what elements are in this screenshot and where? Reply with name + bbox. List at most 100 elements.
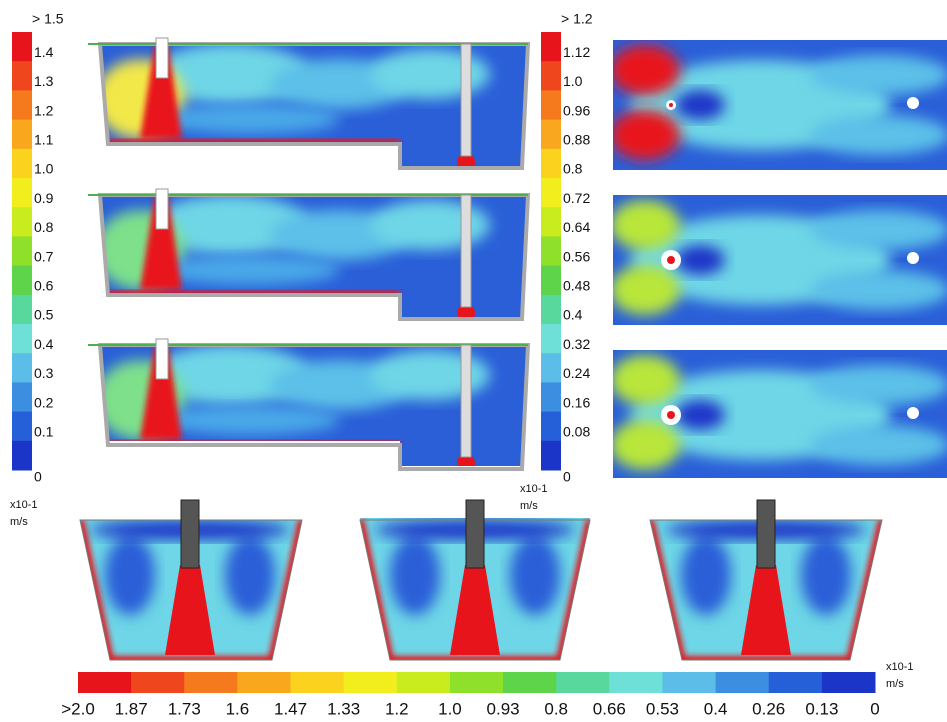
- color-swatch: [556, 672, 610, 693]
- stopper-top: [907, 97, 919, 109]
- colorbar-label: 0.64: [563, 219, 590, 235]
- contour-region: [675, 245, 725, 275]
- colorbar-label: 0: [870, 699, 879, 718]
- top-view-panel: [610, 350, 947, 480]
- color-swatch: [12, 149, 32, 179]
- colorbar-label: 0.93: [487, 699, 520, 718]
- color-swatch: [541, 207, 561, 237]
- color-swatch: [12, 266, 32, 296]
- color-swatch: [541, 382, 561, 412]
- contour-region: [810, 425, 947, 465]
- contour-region: [801, 535, 851, 615]
- top-view-panel: [610, 195, 947, 325]
- color-swatch: [822, 672, 876, 693]
- stopper: [461, 345, 471, 457]
- color-swatch: [503, 672, 557, 693]
- colorbar-label: 1.12: [563, 44, 590, 60]
- stopper: [461, 44, 471, 156]
- colorbar-label: 0.6: [34, 278, 54, 294]
- unit-label: m/s: [520, 500, 538, 512]
- colorbar-label: 0.4: [704, 699, 728, 718]
- nozzle-core: [667, 256, 675, 264]
- contour-region: [675, 400, 725, 430]
- color-swatch: [12, 382, 32, 412]
- color-swatch: [609, 672, 663, 693]
- color-swatch: [291, 672, 345, 693]
- contour-region: [370, 49, 490, 99]
- contour-region: [810, 115, 947, 155]
- colorbar-label: 1.47: [274, 699, 307, 718]
- colorbar-label: 0: [563, 469, 571, 485]
- colorbar-label: 0.08: [563, 424, 590, 440]
- colorbar-label: 0.16: [563, 394, 590, 410]
- color-swatch: [541, 324, 561, 354]
- colorbar-label: 0.8: [544, 699, 568, 718]
- color-swatch: [541, 120, 561, 150]
- colorbar-label: 0.8: [34, 219, 54, 235]
- color-swatch: [12, 90, 32, 120]
- shroud: [156, 38, 168, 78]
- colorbar-label: 0.7: [34, 248, 54, 264]
- shroud: [466, 500, 484, 568]
- color-swatch: [12, 120, 32, 150]
- colorbar-label: 0.13: [805, 699, 838, 718]
- colorbar-label: 1.4: [34, 44, 54, 60]
- top-view-panel: [610, 40, 947, 170]
- color-swatch: [541, 353, 561, 383]
- contour-region: [810, 55, 947, 95]
- color-swatch: [78, 672, 132, 693]
- color-swatch: [12, 61, 32, 91]
- color-swatch: [541, 61, 561, 91]
- color-swatch: [662, 672, 716, 693]
- contour-panels: [80, 38, 947, 665]
- color-swatch: [12, 441, 32, 471]
- contour-region: [160, 255, 340, 285]
- color-swatch: [541, 236, 561, 266]
- color-swatch: [12, 178, 32, 208]
- colorbar-label: 0.53: [646, 699, 679, 718]
- contour-region: [610, 45, 680, 95]
- colorbar-label: >2.0: [61, 699, 95, 718]
- colorbar-label: 0.8: [563, 161, 583, 177]
- unit-label: x10-1: [520, 483, 548, 495]
- stopper: [461, 195, 471, 307]
- colorbar-label: 1.33: [327, 699, 360, 718]
- color-swatch: [12, 324, 32, 354]
- unit-label: m/s: [10, 516, 28, 528]
- stopper-top: [907, 407, 919, 419]
- colorbar-label: 0.3: [34, 365, 54, 381]
- contour-region: [610, 265, 680, 315]
- shroud: [757, 500, 775, 568]
- colorbar-label: 0.2: [34, 394, 54, 410]
- colorbar-label: 0.88: [563, 132, 590, 148]
- color-swatch: [12, 236, 32, 266]
- colorbar-label: 0.72: [563, 190, 590, 206]
- color-swatch: [541, 32, 561, 62]
- colorbar-label: 0.66: [593, 699, 626, 718]
- colorbar-label: 1.87: [115, 699, 148, 718]
- colorbar-max-label: > 1.2: [561, 11, 593, 27]
- color-swatch: [344, 672, 398, 693]
- color-swatch: [12, 32, 32, 62]
- color-swatch: [541, 441, 561, 471]
- shroud: [156, 339, 168, 379]
- contour-region: [610, 420, 680, 470]
- colorbar-label: 0.4: [563, 307, 583, 323]
- color-swatch: [716, 672, 770, 693]
- color-swatch: [12, 207, 32, 237]
- nozzle-core: [667, 411, 675, 419]
- colorbar-label: 0.32: [563, 336, 590, 352]
- contour-region: [610, 355, 680, 405]
- colorbar-label: 0.48: [563, 278, 590, 294]
- colorbar-label: 1.73: [168, 699, 201, 718]
- colorbar-label: 1.0: [34, 161, 54, 177]
- color-swatch: [541, 178, 561, 208]
- color-swatch: [12, 295, 32, 325]
- contour-region: [610, 110, 680, 160]
- unit-label: x10-1: [886, 661, 914, 673]
- color-swatch: [450, 672, 504, 693]
- contour-region: [610, 200, 680, 250]
- contour-region: [810, 365, 947, 405]
- shroud: [156, 189, 168, 229]
- colorbar-max-label: > 1.5: [32, 11, 64, 27]
